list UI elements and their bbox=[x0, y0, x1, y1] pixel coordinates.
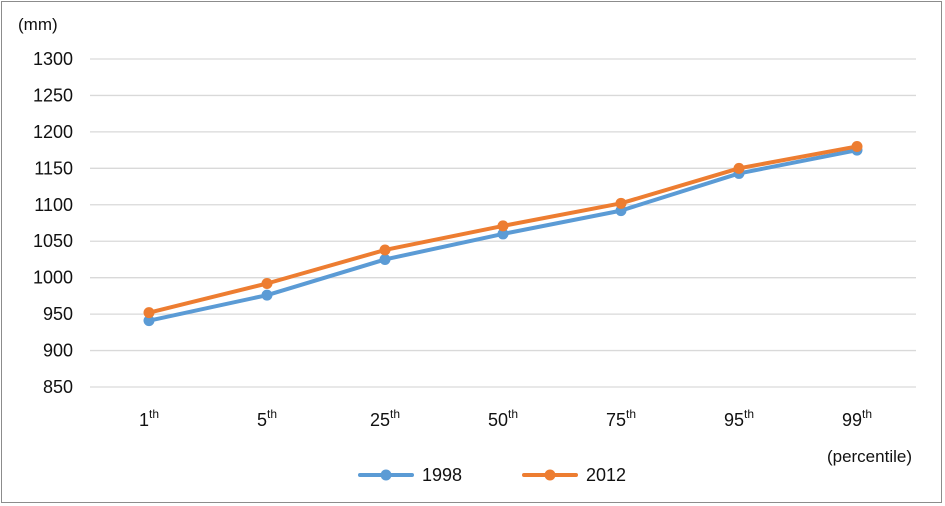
x-tick-label-99: 99th bbox=[842, 407, 872, 430]
legend: 1998 2012 bbox=[358, 465, 626, 485]
data-point-2012-75th bbox=[615, 197, 627, 209]
data-point-1998-1th bbox=[143, 315, 155, 327]
data-point-2012-25th bbox=[379, 244, 391, 256]
y-tick-label-1250: 1250 bbox=[33, 85, 73, 105]
data-point-1998-50th bbox=[497, 228, 509, 240]
data-point-2012-99th bbox=[851, 140, 863, 152]
x-tick-label-95: 95th bbox=[724, 407, 754, 430]
x-axis-ticks: 1th 5th 25th 50th 75th 95th 99th bbox=[139, 407, 872, 430]
legend-swatch-marker-1998 bbox=[380, 469, 392, 481]
y-tick-label-1300: 1300 bbox=[33, 49, 73, 69]
y-tick-label-1000: 1000 bbox=[33, 268, 73, 288]
data-point-1998-5th bbox=[261, 289, 273, 301]
y-tick-label-900: 900 bbox=[43, 341, 73, 361]
data-point-2012-5th bbox=[261, 277, 273, 289]
x-axis-unit-label: (percentile) bbox=[827, 447, 912, 466]
x-tick-label-5: 5th bbox=[257, 407, 277, 430]
legend-item-2012: 2012 bbox=[522, 465, 626, 485]
legend-label-2012: 2012 bbox=[586, 465, 626, 485]
data-point-2012-1th bbox=[143, 307, 155, 319]
legend-item-1998: 1998 bbox=[358, 465, 462, 485]
data-point-2012-95th bbox=[733, 162, 745, 174]
y-tick-label-1050: 1050 bbox=[33, 231, 73, 251]
y-tick-label-1150: 1150 bbox=[34, 158, 73, 178]
x-tick-label-1: 1th bbox=[139, 407, 159, 430]
grid-lines bbox=[90, 58, 916, 388]
legend-label-1998: 1998 bbox=[422, 465, 462, 485]
y-tick-label-1200: 1200 bbox=[33, 122, 73, 142]
y-tick-label-1100: 1100 bbox=[34, 195, 73, 215]
x-tick-label-75: 75th bbox=[606, 407, 636, 430]
y-axis-ticks: 850 900 950 1000 1050 1100 1150 1200 1250 1300 bbox=[33, 49, 73, 397]
x-tick-label-50: 50th bbox=[488, 407, 518, 430]
legend-swatch-marker-2012 bbox=[544, 469, 556, 481]
data-point-2012-50th bbox=[497, 220, 509, 232]
series-2012 bbox=[143, 140, 863, 319]
y-tick-label-850: 850 bbox=[43, 377, 73, 397]
y-tick-label-950: 950 bbox=[43, 304, 73, 324]
y-axis-unit-label: (mm) bbox=[18, 15, 58, 34]
series-1998 bbox=[143, 144, 863, 327]
x-tick-label-25: 25th bbox=[370, 407, 400, 430]
data-point-1998-25th bbox=[379, 253, 391, 265]
data-series bbox=[143, 140, 863, 327]
